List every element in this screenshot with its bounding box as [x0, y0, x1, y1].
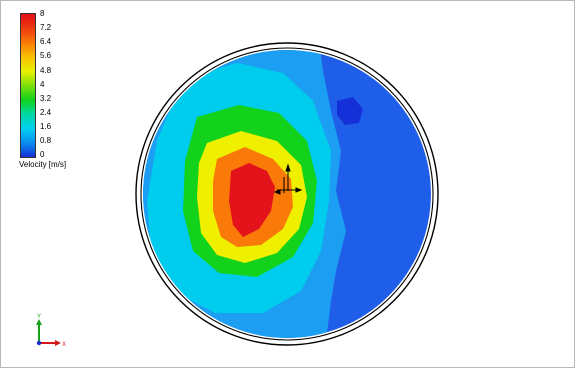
legend-color-bar	[20, 13, 36, 158]
legend-tick: 7.2	[40, 23, 52, 32]
legend-tick: 6.4	[40, 37, 52, 46]
triad-y-label: Y	[37, 314, 41, 320]
legend-tick: 4	[40, 80, 45, 89]
legend-tick: 5.6	[40, 51, 52, 60]
inner-rim	[140, 47, 434, 341]
legend-tick: 8	[40, 9, 45, 18]
legend-tick: 0	[40, 150, 45, 159]
legend-tick: 0.8	[40, 136, 52, 145]
legend-tick: 1.6	[40, 122, 52, 131]
triad-origin	[36, 340, 42, 346]
color-legend: 8 7.2 6.4 5.6 4.8 4 3.2 2.4 1.6 0.8 0 Ve…	[19, 10, 89, 170]
axis-triad: Y X	[36, 314, 66, 348]
contour-band-dark-blue	[337, 97, 363, 125]
contour-bands	[143, 50, 431, 338]
legend-title: Velocity [m/s]	[19, 160, 67, 169]
legend-tick: 2.4	[40, 108, 52, 117]
triad-x-label: X	[62, 342, 66, 348]
triad-x-arrow	[55, 340, 61, 346]
legend-tick: 3.2	[40, 94, 52, 103]
triad-y-arrow	[36, 319, 42, 325]
contour-band-red	[229, 163, 275, 237]
probe-marker[interactable]	[273, 163, 303, 195]
legend-tick: 4.8	[40, 66, 52, 75]
outer-rim	[135, 42, 439, 346]
